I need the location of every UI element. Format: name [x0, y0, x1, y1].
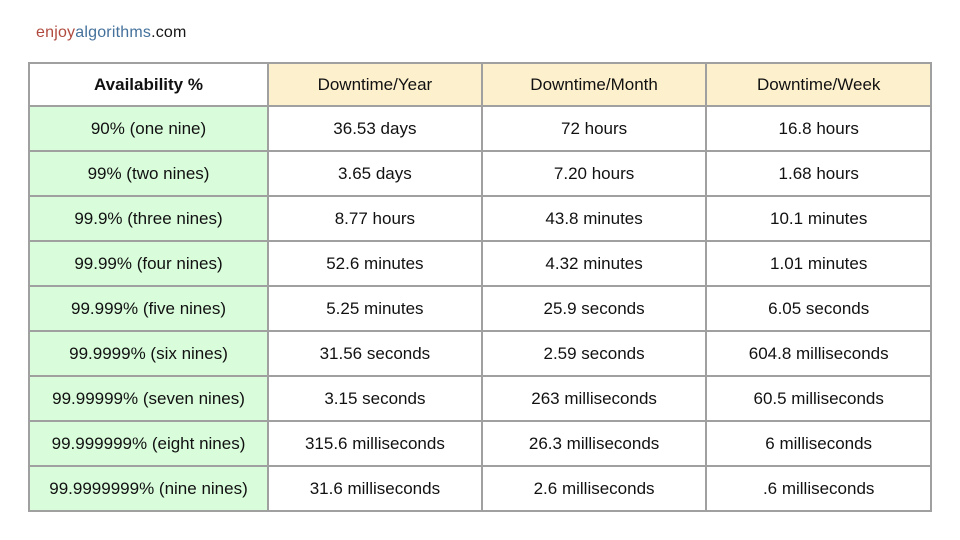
cell-availability: 99.999% (five nines): [27, 285, 270, 332]
header-downtime-year: Downtime/Year: [267, 62, 483, 107]
cell-downtime-year: 8.77 hours: [267, 195, 483, 242]
cell-downtime-week: 6.05 seconds: [705, 285, 932, 332]
table-row: 99.999% (five nines) 5.25 minutes 25.9 s…: [27, 285, 932, 332]
cell-downtime-week: 1.68 hours: [705, 150, 932, 197]
site-logo: enjoyalgorithms.com: [36, 24, 187, 42]
cell-downtime-year: 315.6 milliseconds: [267, 420, 483, 467]
cell-availability: 99.9999999% (nine nines): [27, 465, 270, 512]
logo-algorithms: algorithms: [75, 24, 152, 41]
cell-availability: 99.9% (three nines): [27, 195, 270, 242]
cell-downtime-year: 31.56 seconds: [267, 330, 483, 377]
cell-downtime-week: .6 milliseconds: [705, 465, 932, 512]
table-row: 99.99% (four nines) 52.6 minutes 4.32 mi…: [27, 240, 932, 287]
cell-downtime-year: 5.25 minutes: [267, 285, 483, 332]
header-availability: Availability %: [27, 62, 270, 107]
cell-availability: 99% (two nines): [27, 150, 270, 197]
cell-availability: 99.9999% (six nines): [27, 330, 270, 377]
cell-downtime-month: 72 hours: [480, 105, 708, 152]
cell-downtime-year: 36.53 days: [267, 105, 483, 152]
logo-enjoy: enjoy: [36, 24, 76, 41]
cell-downtime-month: 263 milliseconds: [480, 375, 708, 422]
cell-availability: 99.99% (four nines): [27, 240, 270, 287]
cell-downtime-week: 60.5 milliseconds: [705, 375, 932, 422]
cell-downtime-year: 52.6 minutes: [267, 240, 483, 287]
cell-availability: 90% (one nine): [27, 105, 270, 152]
cell-downtime-week: 6 milliseconds: [705, 420, 932, 467]
table-row: 99.9% (three nines) 8.77 hours 43.8 minu…: [27, 195, 932, 242]
cell-availability: 99.999999% (eight nines): [27, 420, 270, 467]
cell-downtime-week: 16.8 hours: [705, 105, 932, 152]
logo-com: .com: [151, 24, 187, 41]
header-downtime-week: Downtime/Week: [705, 62, 932, 107]
cell-downtime-week: 1.01 minutes: [705, 240, 932, 287]
table-row: 90% (one nine) 36.53 days 72 hours 16.8 …: [27, 105, 932, 152]
cell-downtime-month: 43.8 minutes: [480, 195, 708, 242]
cell-downtime-month: 7.20 hours: [480, 150, 708, 197]
cell-downtime-month: 2.6 milliseconds: [480, 465, 708, 512]
cell-availability: 99.99999% (seven nines): [27, 375, 270, 422]
table-row: 99% (two nines) 3.65 days 7.20 hours 1.6…: [27, 150, 932, 197]
cell-downtime-week: 604.8 milliseconds: [705, 330, 932, 377]
table-row: 99.9999999% (nine nines) 31.6 millisecon…: [27, 465, 932, 512]
cell-downtime-month: 25.9 seconds: [480, 285, 708, 332]
table-row: 99.999999% (eight nines) 315.6 milliseco…: [27, 420, 932, 467]
table-row: 99.99999% (seven nines) 3.15 seconds 263…: [27, 375, 932, 422]
cell-downtime-month: 4.32 minutes: [480, 240, 708, 287]
cell-downtime-year: 31.6 milliseconds: [267, 465, 483, 512]
cell-downtime-month: 26.3 milliseconds: [480, 420, 708, 467]
cell-downtime-year: 3.15 seconds: [267, 375, 483, 422]
header-downtime-month: Downtime/Month: [480, 62, 708, 107]
cell-downtime-year: 3.65 days: [267, 150, 483, 197]
availability-downtime-table: Availability % Downtime/Year Downtime/Mo…: [27, 62, 932, 512]
cell-downtime-month: 2.59 seconds: [480, 330, 708, 377]
cell-downtime-week: 10.1 minutes: [705, 195, 932, 242]
table-row: 99.9999% (six nines) 31.56 seconds 2.59 …: [27, 330, 932, 377]
table-header-row: Availability % Downtime/Year Downtime/Mo…: [27, 62, 932, 107]
